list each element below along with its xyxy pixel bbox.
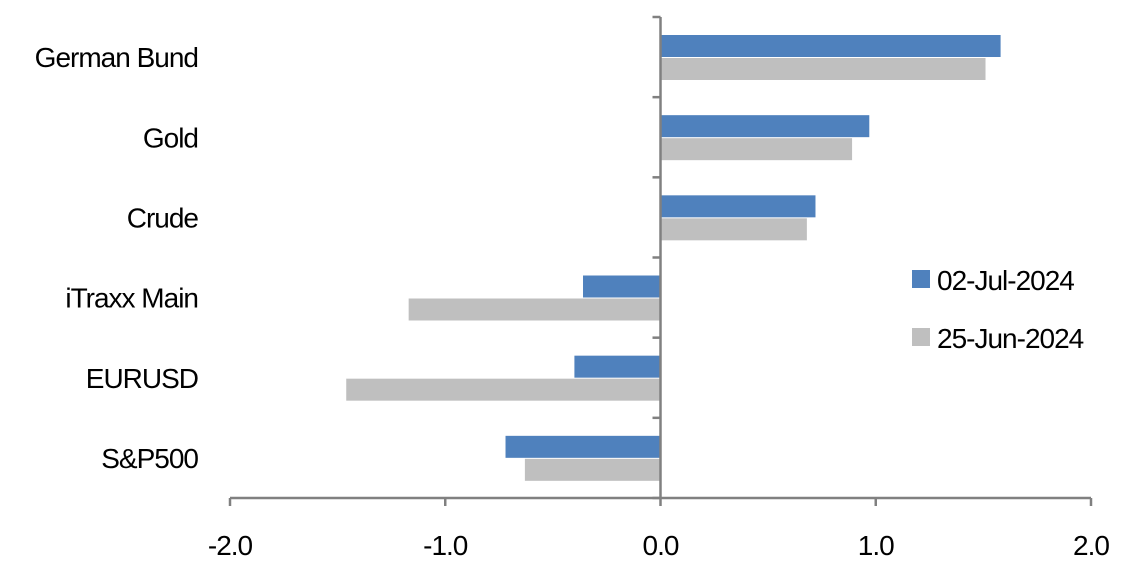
- bar-1-1: [660, 138, 853, 161]
- category-label: iTraxx Main: [65, 283, 198, 314]
- legend-label: 25-Jun-2024: [937, 323, 1084, 354]
- category-label: German Bund: [35, 42, 198, 73]
- x-tick-label: 0.0: [643, 530, 679, 561]
- legend-swatch: [912, 328, 930, 346]
- category-label: EURUSD: [86, 363, 198, 394]
- bar-0-2: [660, 195, 816, 218]
- bar-0-4: [574, 355, 661, 378]
- bar-1-3: [408, 298, 661, 321]
- bar-1-5: [524, 458, 661, 481]
- bar-0-5: [505, 435, 661, 458]
- bar-0-0: [660, 35, 1001, 57]
- legend-label: 02-Jul-2024: [937, 265, 1074, 296]
- x-tick-label: 1.0: [858, 530, 894, 561]
- x-tick-label: -2.0: [208, 530, 253, 561]
- bar-0-1: [660, 115, 870, 138]
- bar-1-2: [660, 218, 807, 241]
- bar-1-0: [660, 58, 986, 80]
- category-label: S&P500: [101, 443, 198, 474]
- category-label: Crude: [127, 202, 199, 233]
- category-label: Gold: [143, 122, 198, 153]
- bar-0-3: [583, 275, 661, 298]
- legend-swatch: [912, 270, 930, 288]
- x-tick-label: 2.0: [1073, 530, 1109, 561]
- bar-1-4: [346, 378, 661, 401]
- x-tick-label: -1.0: [423, 530, 468, 561]
